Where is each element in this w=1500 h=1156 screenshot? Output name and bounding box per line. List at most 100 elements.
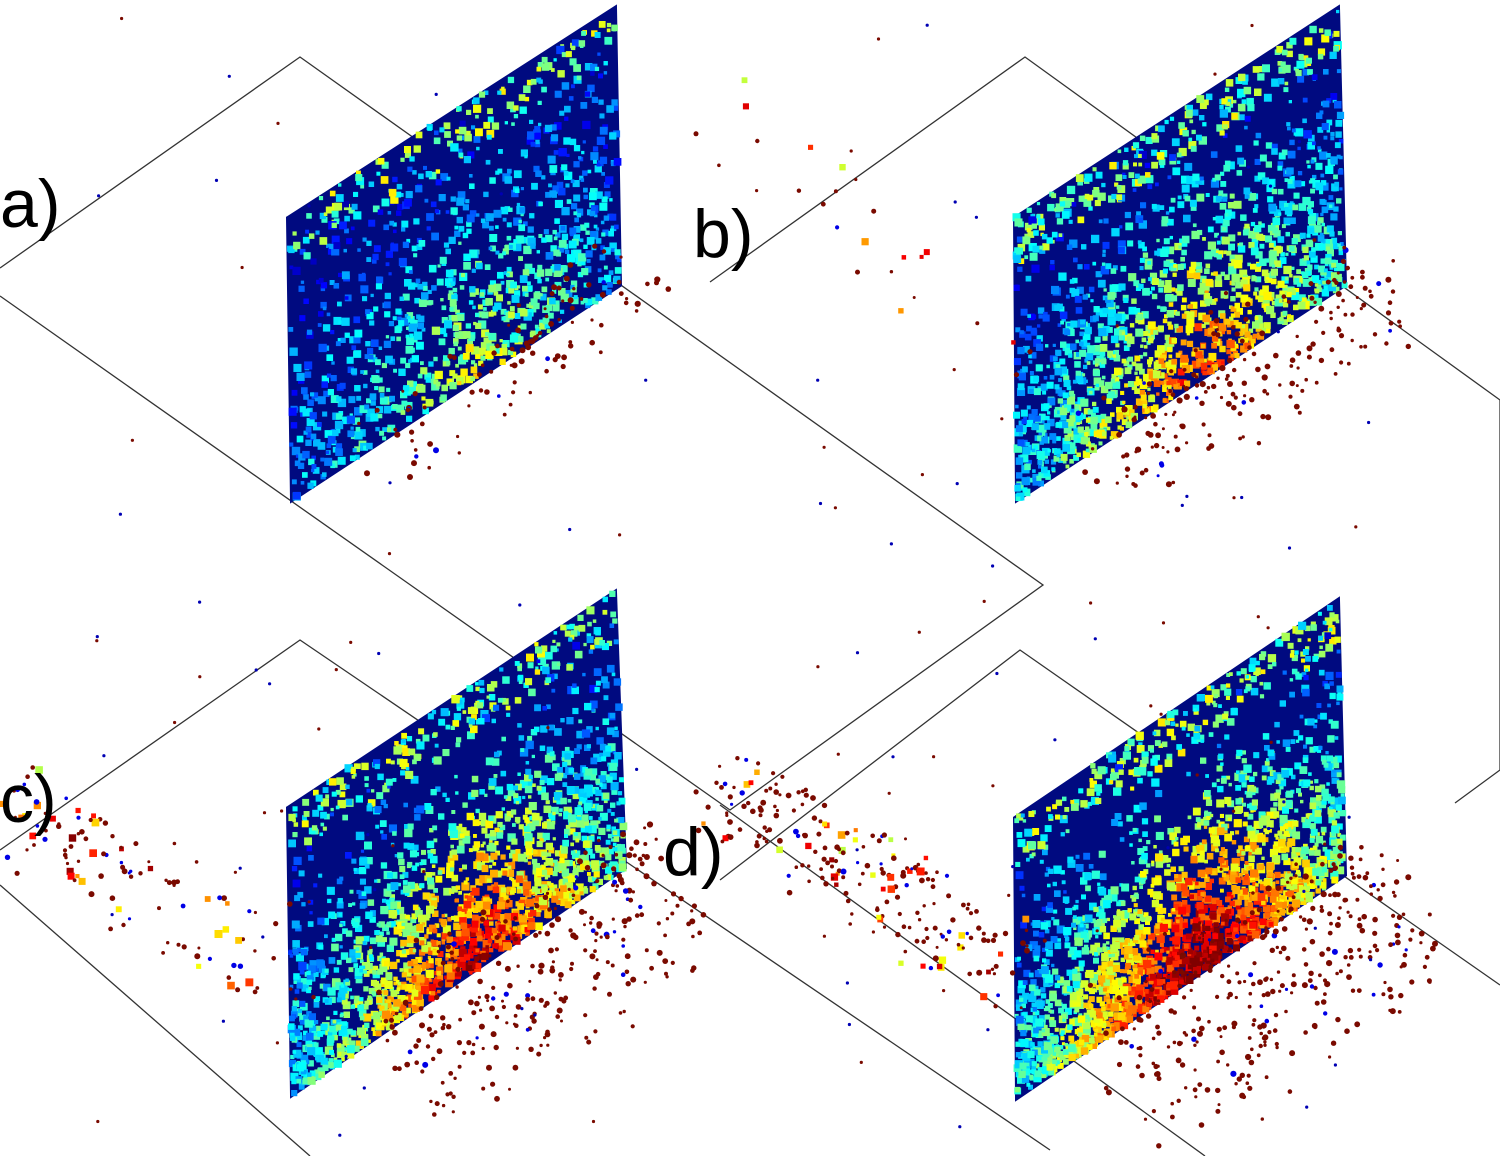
wall-damage-speck [470,366,478,374]
wall-damage-speck [1216,254,1222,260]
wall-damage-speck [538,201,543,207]
wall-damage-speck [420,986,430,995]
wall-damage-speck [1101,262,1106,266]
wall-damage-speck [518,256,523,261]
wall-damage-speck [1287,178,1293,184]
wall-damage-speck [519,106,527,114]
wall-damage-speck [1088,428,1097,437]
wall-damage-speck [599,113,605,119]
wall-damage-speck [1205,93,1213,101]
wall-damage-speck [545,252,554,260]
wall-damage-speck [565,882,574,891]
wall-damage-speck [1216,359,1225,368]
debris-particle [1384,341,1389,346]
wall-damage-speck [497,271,504,279]
wall-damage-speck [606,289,612,295]
wall-damage-speck [1301,258,1306,262]
wall-damage-speck [551,895,559,903]
wall-damage-speck [614,752,622,760]
wall-damage-speck [503,919,512,928]
wall-damage-speck [411,997,420,1005]
debris-particle [502,412,507,417]
wall-damage-speck [471,125,476,130]
wall-damage-speck [557,767,563,773]
wall-damage-speck [347,366,354,373]
wall-damage-speck [373,759,381,767]
wall-damage-speck [572,792,579,800]
wall-damage-speck [573,867,578,873]
wall-damage-speck [386,973,393,981]
wall-damage-speck [433,756,442,765]
wall-damage-speck [1218,190,1224,196]
wall-damage-speck [572,786,579,794]
wall-damage-speck [1034,415,1041,422]
wall-damage-speck [412,904,419,911]
stray-particle [920,473,925,477]
wall-damage-speck [1271,78,1280,87]
wall-damage-speck [506,845,511,850]
wall-damage-speck [328,1062,335,1069]
wall-damage-speck [330,1053,335,1058]
wall-damage-speck [332,1034,338,1041]
wall-damage-speck [311,392,319,399]
wall-damage-speck [1326,129,1330,133]
wall-damage-speck [586,633,592,638]
wall-damage-speck [1121,331,1126,335]
wall-damage-speck [1036,202,1041,206]
wall-damage-speck [506,266,512,272]
wall-damage-speck [1228,234,1236,242]
wall-damage-speck [611,248,615,252]
wall-damage-speck [406,238,411,243]
wall-damage-speck [502,870,508,876]
wall-damage-speck [566,717,574,725]
wall-damage-speck [396,336,401,342]
wall-damage-speck [299,978,308,986]
wall-damage-speck [584,63,593,71]
wall-damage-speck [492,862,497,866]
wall-damage-speck [582,298,588,303]
wall-damage-speck [308,827,316,835]
wall-damage-speck [541,887,547,893]
wall-damage-speck [1084,173,1093,182]
wall-damage-speck [576,213,582,218]
debris-particle [1146,391,1151,395]
wall-damage-speck [526,79,533,86]
wall-damage-speck [454,225,459,230]
wall-damage-speck [375,1030,382,1037]
wall-damage-speck [363,971,370,977]
wall-damage-speck [1219,109,1228,118]
wall-damage-speck [550,124,557,131]
wall-damage-speck [331,235,340,244]
debris-particle [1124,466,1131,472]
wall-damage-speck [1171,358,1178,365]
wall-damage-speck [480,844,485,848]
wall-damage-speck [590,231,597,237]
wall-damage-speck [533,165,540,172]
wall-damage-speck [1321,180,1327,186]
wall-damage-speck [565,51,572,58]
wall-damage-speck [1022,488,1031,497]
debris-particle [1233,395,1238,400]
ejected-fragment [855,269,860,275]
wall-damage-speck [435,169,441,174]
wall-damage-speck [536,250,540,254]
wall-damage-speck [503,795,508,799]
wall-damage-speck [1069,239,1078,248]
wall-damage-speck [1038,431,1043,436]
wall-damage-speck [467,151,475,159]
wall-damage-speck [480,355,486,361]
wall-damage-speck [355,763,361,769]
wall-damage-speck [1281,224,1286,229]
wall-damage-speck [588,816,593,820]
debris-particle [1339,360,1344,365]
wall-damage-speck [1093,345,1101,352]
wall-damage-speck [577,804,582,809]
wall-damage-speck [353,773,357,777]
wall-damage-speck [518,219,522,224]
wall-damage-speck [524,785,533,794]
wall-damage-speck [301,1072,305,1077]
wall-damage-speck [462,835,471,844]
wall-damage-speck [619,860,626,867]
wall-damage-speck [1155,182,1159,187]
wall-damage-speck [507,168,512,174]
